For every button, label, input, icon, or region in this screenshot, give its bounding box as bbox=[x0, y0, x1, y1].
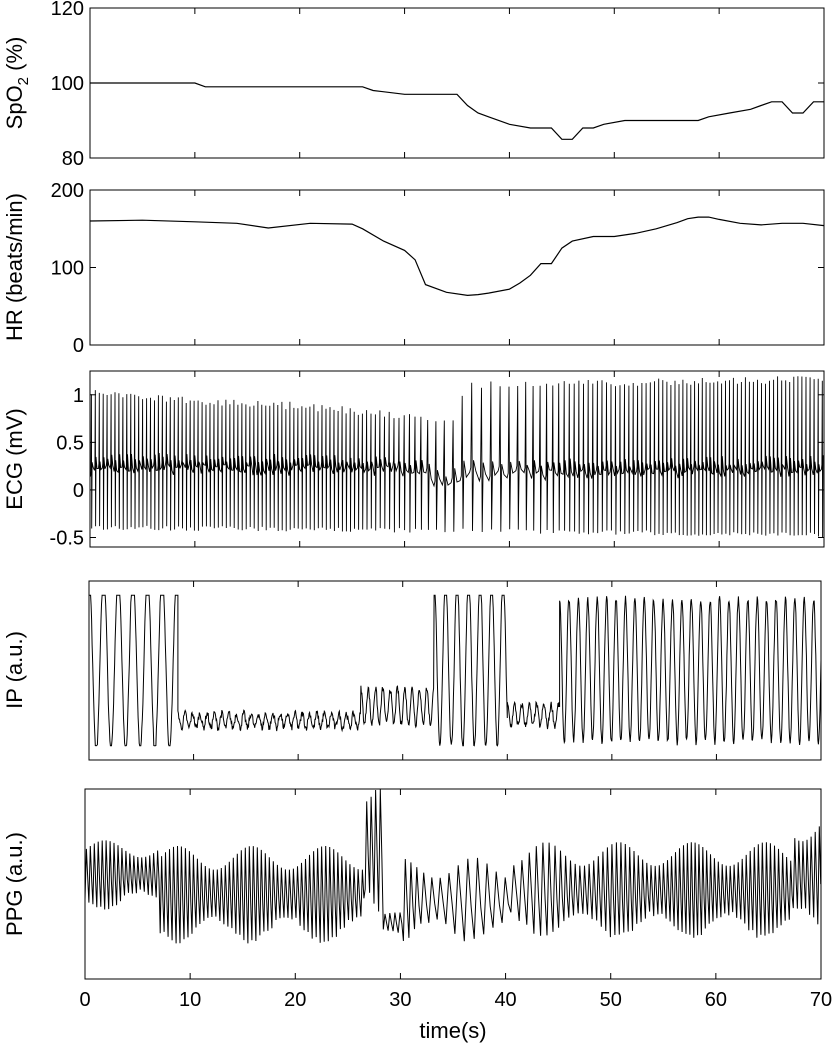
ppg-series-line bbox=[84, 788, 822, 944]
panel-ip: IP (a.u.) bbox=[2, 580, 822, 761]
x-tick-label: 60 bbox=[705, 989, 727, 1011]
x-tick-label: 10 bbox=[179, 989, 201, 1011]
ecg-y-tick-label: 0 bbox=[73, 480, 84, 502]
spo2-series-line bbox=[90, 82, 824, 140]
x-tick-label: 50 bbox=[600, 989, 622, 1011]
ecg-plot-frame bbox=[89, 370, 825, 548]
x-tick-label: 0 bbox=[79, 989, 90, 1011]
ip-series-line bbox=[89, 594, 822, 747]
ecg-series-line bbox=[90, 376, 824, 538]
x-tick-label: 30 bbox=[389, 989, 411, 1011]
spo2-plot-frame bbox=[89, 7, 825, 159]
hr-y-axis-label: HR (beats/min) bbox=[2, 193, 27, 341]
panel-hr: 0 100 200 HR (beats/min) bbox=[2, 180, 825, 357]
panel-ppg: 0 10 20 30 40 50 60 70 PPG (a.u.) time(s) bbox=[2, 8, 832, 1043]
hr-plot-frame bbox=[89, 189, 825, 346]
spo2-y-tick-label: 100 bbox=[51, 73, 84, 95]
x-axis-ticks: 0 10 20 30 40 50 60 70 bbox=[79, 8, 832, 1011]
x-tick-label: 40 bbox=[494, 989, 516, 1011]
ecg-y-axis-label: ECG (mV) bbox=[2, 408, 27, 509]
spo2-y-axis-label: SpO2 (%) bbox=[2, 37, 32, 130]
ecg-y-tick-label: 1 bbox=[73, 385, 84, 407]
hr-series-line bbox=[89, 216, 825, 297]
hr-y-tick-label: 100 bbox=[51, 258, 84, 280]
ecg-y-tick-label: -0.5 bbox=[50, 527, 84, 549]
spo2-y-tick-label: 80 bbox=[62, 148, 84, 170]
spo2-y-tick-label: 120 bbox=[51, 0, 84, 20]
spo2-y-ticks: 80 100 120 bbox=[51, 0, 824, 170]
ppg-y-axis-label: PPG (a.u.) bbox=[2, 832, 27, 936]
hr-y-tick-label: 0 bbox=[73, 335, 84, 357]
x-tick-label: 70 bbox=[810, 989, 832, 1011]
ip-y-axis-label: IP (a.u.) bbox=[2, 631, 27, 709]
panel-spo2: 80 100 120 SpO2 (%) bbox=[2, 0, 825, 170]
panel-ecg: -0.5 0 0.5 1 ECG (mV) bbox=[2, 370, 825, 549]
hr-y-tick-label: 200 bbox=[51, 180, 84, 202]
ecg-y-ticks: -0.5 0 0.5 1 bbox=[50, 385, 824, 549]
hr-y-ticks: 0 100 200 bbox=[51, 180, 824, 357]
x-tick-label: 20 bbox=[284, 989, 306, 1011]
x-axis-label: time(s) bbox=[419, 1018, 486, 1043]
ecg-y-tick-label: 0.5 bbox=[56, 432, 84, 454]
ppg-plot-frame bbox=[84, 788, 822, 980]
